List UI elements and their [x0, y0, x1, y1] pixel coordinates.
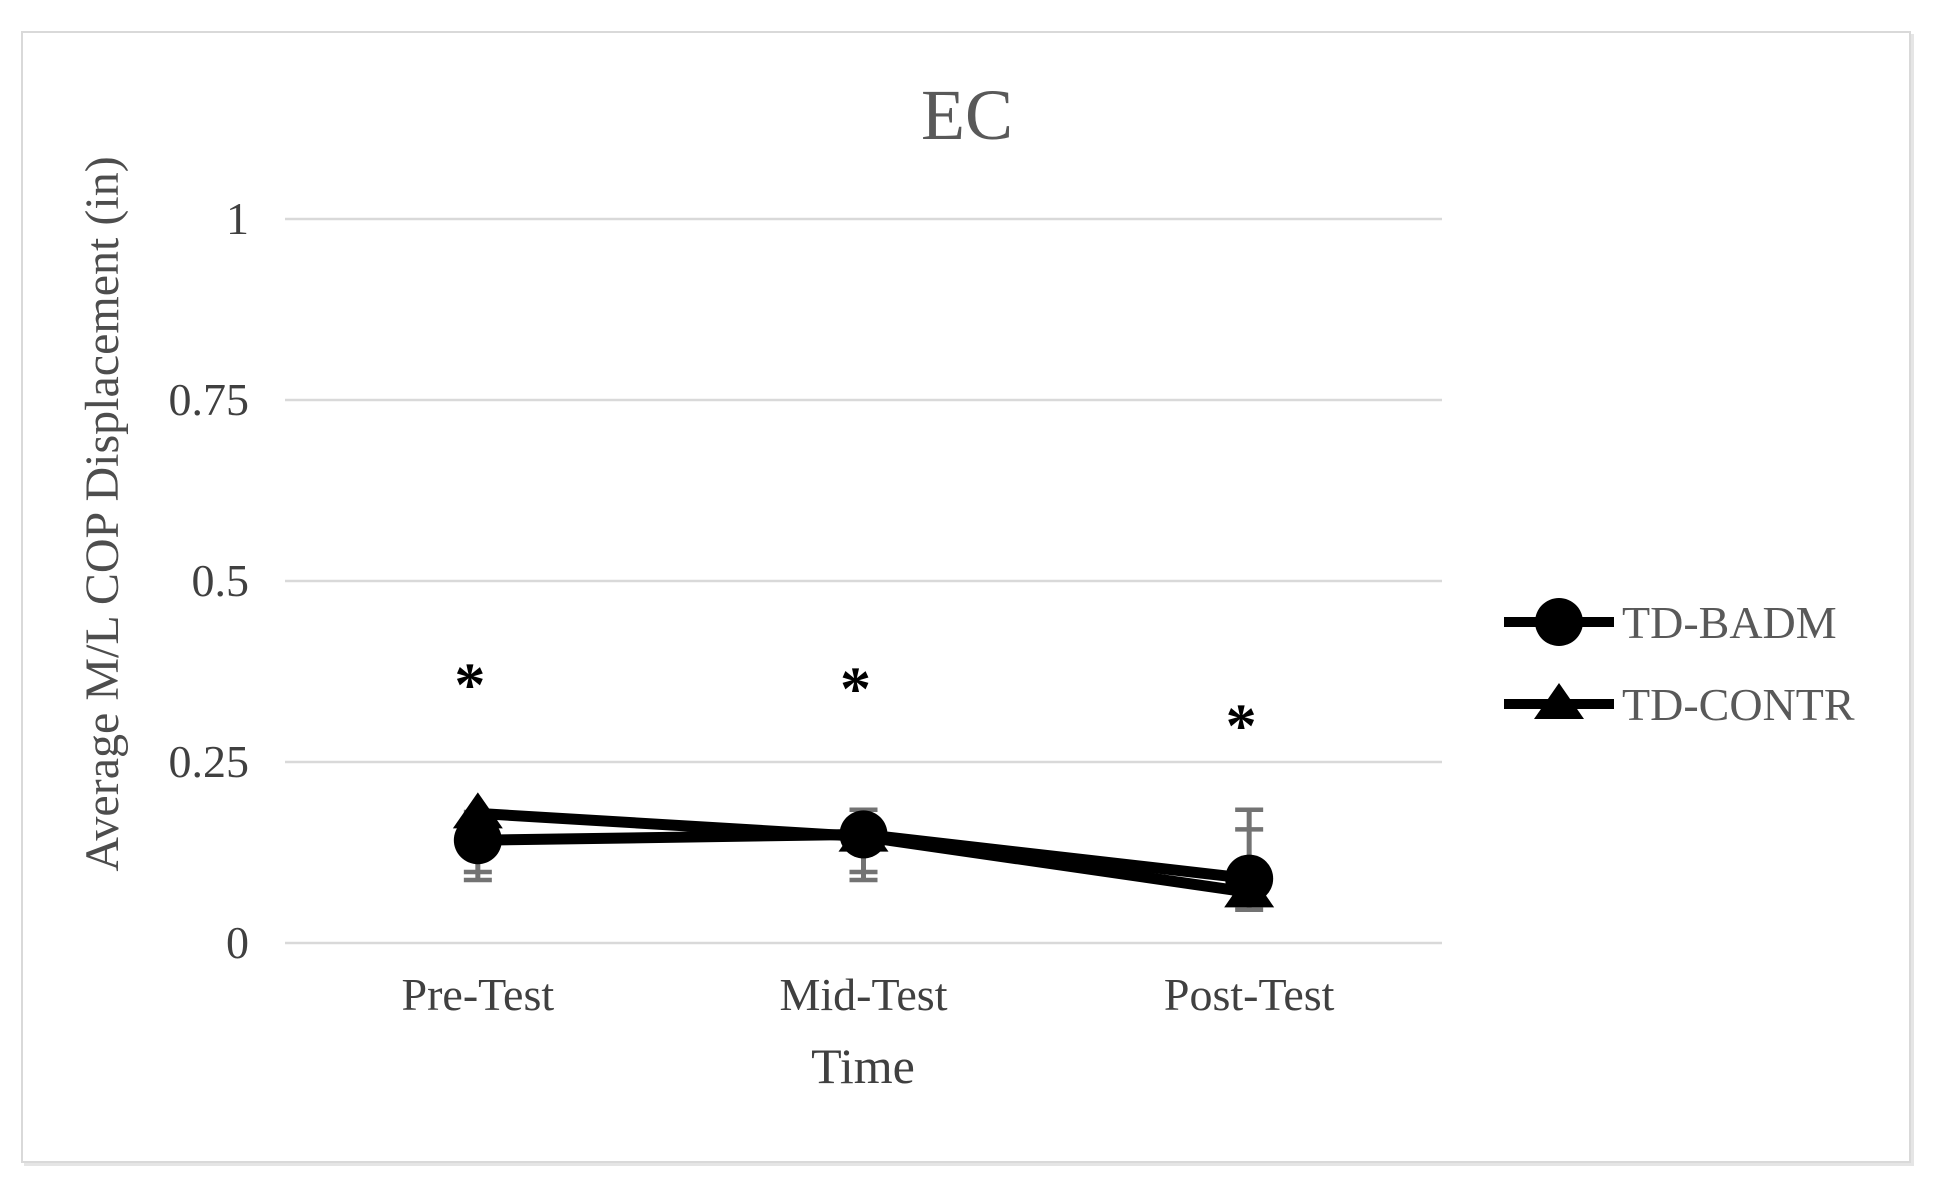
y-axis-title: Average M/L COP Displacement (in) [76, 156, 129, 871]
circle-marker [453, 816, 502, 865]
legend-label: TD-BADM [1622, 597, 1837, 648]
circle-marker [1535, 598, 1583, 646]
data-series [452, 792, 1275, 908]
x-axis-title: Time [811, 1038, 915, 1094]
circle-marker [839, 810, 888, 859]
legend-label: TD-CONTR [1622, 679, 1855, 730]
triangle-marker [452, 792, 503, 829]
y-tick-label: 0.75 [169, 374, 250, 425]
chart-title: EC [921, 75, 1013, 155]
y-tick-label: 1 [226, 193, 249, 244]
legend: TD-BADM TD-CONTR [1504, 597, 1855, 730]
asterisk-annotation: * [840, 655, 871, 723]
line-chart: 0 0.25 0.5 0.75 1 * * * Pre-Test Mid-Test Post-T… [76, 75, 1855, 1094]
significance-asterisks: * * * [454, 652, 1256, 761]
legend-item-td-contr: TD-CONTR [1504, 679, 1855, 730]
asterisk-annotation: * [1226, 692, 1257, 760]
y-tick-label: 0.5 [192, 555, 250, 606]
y-axis-tick-labels: 0 0.25 0.5 0.75 1 [169, 193, 250, 968]
y-tick-label: 0 [226, 917, 249, 968]
x-category-label: Post-Test [1164, 969, 1335, 1020]
x-axis-category-labels: Pre-Test Mid-Test Post-Test [402, 969, 1335, 1020]
series-td-badm [453, 810, 1274, 903]
legend-item-td-badm: TD-BADM [1504, 597, 1837, 648]
gridlines [285, 217, 1442, 945]
y-tick-label: 0.25 [169, 736, 250, 787]
chart-frame: 0 0.25 0.5 0.75 1 * * * Pre-Test Mid-Test Post-T… [21, 31, 1911, 1163]
x-category-label: Pre-Test [402, 969, 555, 1020]
asterisk-annotation: * [454, 652, 485, 720]
triangle-marker [1534, 683, 1584, 719]
circle-marker [1225, 854, 1274, 903]
x-category-label: Mid-Test [780, 969, 948, 1020]
